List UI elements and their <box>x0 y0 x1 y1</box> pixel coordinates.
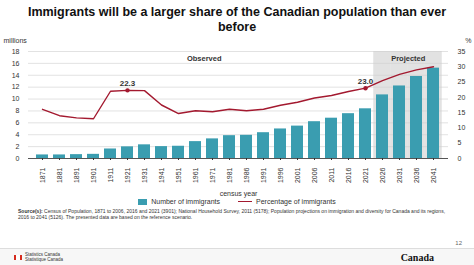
svg-text:1891: 1891 <box>73 167 80 183</box>
svg-text:1986: 1986 <box>243 167 250 183</box>
svg-text:1911: 1911 <box>107 167 114 182</box>
svg-text:1991: 1991 <box>260 167 267 183</box>
svg-text:0: 0 <box>16 155 20 162</box>
svg-text:1981: 1981 <box>226 167 233 183</box>
svg-text:Observed: Observed <box>187 54 222 63</box>
svg-text:millions: millions <box>4 37 28 44</box>
svg-text:census year: census year <box>220 190 258 198</box>
svg-text:15: 15 <box>458 109 466 116</box>
html-text:Statistique Canada: Statistique Canada <box>25 257 63 262</box>
svg-text:2016: 2016 <box>345 167 352 183</box>
svg-text:1961: 1961 <box>192 167 199 183</box>
svg-text:2031: 2031 <box>396 167 403 183</box>
html-text:Percentage of immigrants: Percentage of immigrants <box>256 198 336 205</box>
html-text:Canada: Canada <box>400 251 434 263</box>
svg-text:Projected: Projected <box>391 54 426 63</box>
svg-text:10: 10 <box>12 95 20 102</box>
svg-text:1921: 1921 <box>124 167 131 183</box>
svg-text:6: 6 <box>16 119 20 126</box>
svg-text:1931: 1931 <box>141 167 148 183</box>
svg-text:2: 2 <box>16 143 20 150</box>
html-text:12: 12 <box>455 240 462 246</box>
html-text:Immigrants will be a larger sh: Immigrants will be a larger share of the… <box>27 5 447 34</box>
svg-text:1951: 1951 <box>175 167 182 183</box>
svg-text:10: 10 <box>458 124 466 131</box>
svg-text:22.3: 22.3 <box>120 79 136 88</box>
svg-text:14: 14 <box>12 72 20 79</box>
svg-text:2011: 2011 <box>328 167 335 182</box>
html-text:Number of immigrants: Number of immigrants <box>151 198 220 205</box>
svg-text:2006: 2006 <box>311 167 318 183</box>
svg-text:0: 0 <box>458 155 462 162</box>
svg-text:2026: 2026 <box>379 167 386 183</box>
svg-text:23.0: 23.0 <box>358 77 374 86</box>
svg-text:1871: 1871 <box>39 167 46 183</box>
svg-text:8: 8 <box>16 107 20 114</box>
svg-text:2001: 2001 <box>294 167 301 183</box>
html-text:Statistics Canada: Statistics Canada <box>25 252 60 257</box>
svg-text:5: 5 <box>458 139 462 146</box>
svg-text:2041: 2041 <box>430 167 437 183</box>
svg-text:35: 35 <box>458 48 466 55</box>
svg-text:12: 12 <box>12 83 20 90</box>
svg-text:4: 4 <box>16 131 20 138</box>
svg-text:%: % <box>465 37 471 44</box>
svg-text:30: 30 <box>458 63 466 70</box>
svg-text:1881: 1881 <box>56 167 63 183</box>
svg-text:16: 16 <box>12 60 20 67</box>
svg-text:1901: 1901 <box>90 167 97 183</box>
html-text:Source(s): Census of Populatio: Source(s): Census of Population, 1871 to… <box>18 208 445 220</box>
svg-text:1941: 1941 <box>158 167 165 183</box>
svg-text:2021: 2021 <box>362 167 369 183</box>
svg-text:18: 18 <box>12 48 20 55</box>
svg-text:2036: 2036 <box>413 167 420 183</box>
svg-text:20: 20 <box>458 94 466 101</box>
svg-text:1971: 1971 <box>209 167 216 183</box>
svg-text:25: 25 <box>458 78 466 85</box>
svg-text:1996: 1996 <box>277 167 284 183</box>
